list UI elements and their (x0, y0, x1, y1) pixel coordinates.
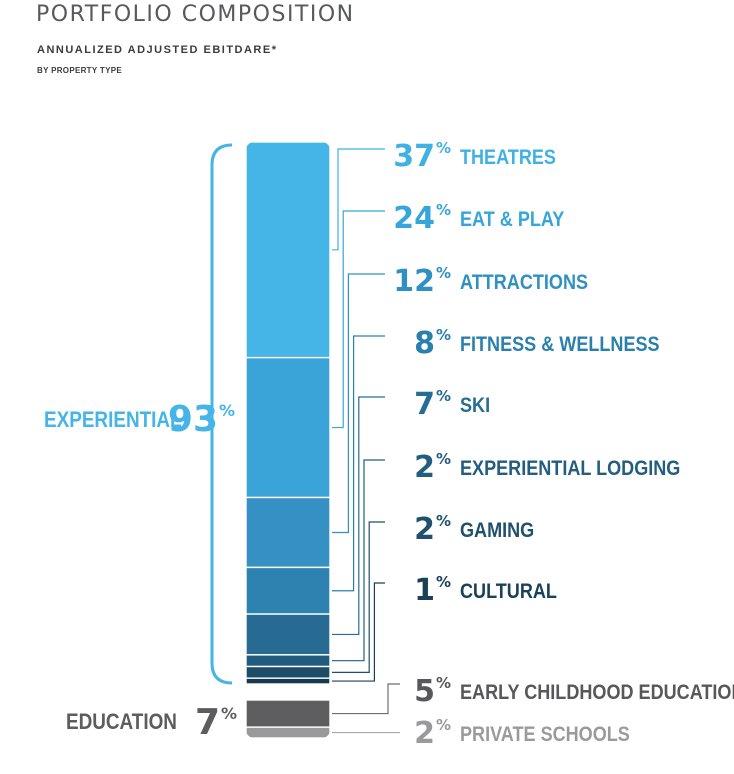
percent-sign-ski: % (436, 387, 451, 405)
category-label-ski: SKI (460, 394, 490, 418)
chart-note: BY PROPERTY TYPE (37, 66, 122, 75)
connector-experiential-lodging (332, 459, 385, 662)
connector-eat-and-play (332, 210, 385, 429)
bar-segment-cultural (246, 677, 330, 685)
value-label-ski: 7 (414, 387, 435, 422)
category-label-early-childhood-education: EARLY CHILDHOOD EDUCATION (460, 681, 734, 705)
value-label-attractions: 12 (393, 264, 435, 299)
category-label-cultural: CULTURAL (460, 580, 557, 604)
category-label-experiential-lodging: EXPERIENTIAL LODGING (460, 457, 680, 481)
connector-theatres (332, 148, 385, 251)
group-total-experiential: 93 (168, 399, 218, 440)
value-label-early-childhood-education: 5 (414, 674, 435, 709)
bar-segment-eat-and-play (246, 356, 330, 499)
connector-attractions (332, 273, 385, 534)
group-label-experiential: EXPERIENTIAL (44, 408, 182, 433)
bar-segment-private-schools (246, 726, 330, 738)
percent-sign-early-childhood-education: % (436, 674, 451, 692)
chart-title: PORTFOLIO COMPOSITION (36, 2, 355, 27)
bar-segment-early-childhood-education (246, 699, 330, 728)
connector-ski (332, 396, 385, 636)
connector-gaming (332, 521, 385, 673)
value-label-cultural: 1 (414, 573, 435, 608)
experiential-bracket (210, 143, 233, 685)
category-label-private-schools: PRIVATE SCHOOLS (460, 723, 630, 747)
percent-sign-eat-and-play: % (436, 201, 451, 219)
value-label-experiential-lodging: 2 (414, 450, 435, 485)
category-label-gaming: GAMING (460, 519, 534, 543)
bar-segment-attractions (246, 496, 330, 569)
bar-segment-gaming (246, 665, 330, 679)
percent-sign-cultural: % (436, 573, 451, 591)
category-label-fitness-and-wellness: FITNESS & WELLNESS (460, 333, 660, 357)
connector-cultural (332, 582, 385, 682)
value-label-private-schools: 2 (414, 716, 435, 751)
percent-sign-attractions: % (436, 264, 451, 282)
percent-sign-experiential-lodging: % (436, 450, 451, 468)
percent-sign-theatres: % (436, 139, 451, 157)
connector-early-childhood-education (332, 683, 400, 715)
bar-segment-theatres (246, 142, 330, 359)
category-label-attractions: ATTRACTIONS (460, 271, 588, 295)
bar-segment-experiential-lodging (246, 654, 330, 668)
percent-sign-private-schools: % (436, 716, 451, 734)
category-label-eat-and-play: EAT & PLAY (460, 208, 564, 232)
bar-segment-ski (246, 613, 330, 656)
category-label-theatres: THEATRES (460, 146, 556, 170)
value-label-theatres: 37 (393, 139, 435, 174)
percent-sign-gaming: % (436, 512, 451, 530)
value-label-fitness-and-wellness: 8 (414, 326, 435, 361)
group-total-percent-experiential: % (219, 401, 235, 420)
bar-segment-fitness-and-wellness (246, 566, 330, 615)
group-total-percent-education: % (221, 704, 237, 723)
connector-fitness-and-wellness (332, 335, 385, 592)
group-total-education: 7 (195, 702, 220, 743)
value-label-eat-and-play: 24 (393, 201, 435, 236)
percent-sign-fitness-and-wellness: % (436, 326, 451, 344)
value-label-gaming: 2 (414, 512, 435, 547)
chart-subtitle: ANNUALIZED ADJUSTED EBITDARE* (37, 44, 278, 56)
group-label-education: EDUCATION (66, 710, 177, 735)
